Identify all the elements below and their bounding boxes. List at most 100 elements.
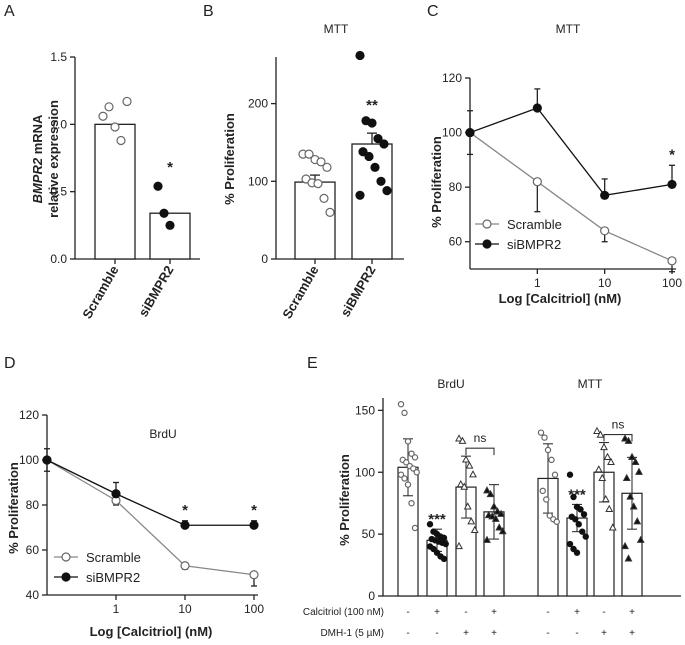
panel-e-point <box>553 518 560 525</box>
panel-label-a: A <box>4 3 15 20</box>
panel-b-significance: ** <box>366 97 378 114</box>
panel-label-b: B <box>203 3 214 20</box>
panel-e-point <box>410 465 417 472</box>
panel-e-point <box>408 499 415 507</box>
panel-c-legend-label: Scramble <box>507 217 562 232</box>
panel-c-series-line <box>469 132 673 262</box>
panel-e-dmh1-label: DMH-1 (5 µM) <box>320 628 384 639</box>
panel-d-legend-label: Scramble <box>86 550 141 565</box>
panel-e-ytick-label: 100 <box>355 465 375 479</box>
panel-e-dmh1-sign: - <box>575 628 578 639</box>
panel-a-point <box>110 122 120 132</box>
panel-b-bar <box>294 181 336 260</box>
panel-d-significance: * <box>182 502 188 519</box>
panel-e-point <box>408 450 415 457</box>
panel-e-point <box>463 502 472 510</box>
panel-e-point <box>608 523 617 531</box>
panel-b-ytick-label: 200 <box>248 97 268 111</box>
panel-e-point <box>635 467 643 475</box>
panel-a-significance: * <box>167 159 173 176</box>
panel-e-point <box>537 429 545 436</box>
panel-e-ns-label: ns <box>474 431 487 445</box>
panel-e-dmh1-sign: - <box>406 628 409 639</box>
panel-e-point <box>456 479 465 488</box>
panel-a-point <box>159 208 169 218</box>
panel-d-point <box>180 520 190 530</box>
panel-e-point <box>551 471 559 478</box>
panel-c-legend-marker <box>482 219 492 229</box>
panel-e-point <box>401 475 408 482</box>
panel-c-point <box>465 127 475 138</box>
panel-c-ytick-label: 80 <box>449 180 463 194</box>
panel-b-point <box>364 151 374 162</box>
panel-e-point <box>626 492 635 500</box>
panel-e-point <box>593 426 601 435</box>
panel-e-point <box>594 465 603 473</box>
panel-c-significance: * <box>669 146 675 163</box>
panel-e-point <box>433 549 441 556</box>
panel-e-calcitriol-sign: + <box>434 607 440 618</box>
panel-d-significance: * <box>251 502 257 519</box>
panel-c-point <box>532 177 542 187</box>
panel-b-point <box>382 186 392 196</box>
panel-b-point <box>367 118 377 128</box>
panel-e-ytick-label: 0 <box>368 589 375 603</box>
panel-e-calcitriol-sign: + <box>629 607 635 618</box>
panel-e-point <box>624 436 633 444</box>
panel-d-ytick-label: 40 <box>26 588 40 602</box>
panel-e-point <box>430 545 437 553</box>
panel-e-point <box>404 438 412 445</box>
panel-e-dmh1-sign: + <box>463 628 469 639</box>
panel-d-ytick-label: 120 <box>19 408 39 422</box>
panel-e-dmh1-sign: + <box>491 628 497 639</box>
panel-e-point <box>573 549 581 556</box>
panel-b-point <box>304 149 314 159</box>
panel-e-point <box>469 470 477 478</box>
panel-e-point <box>539 487 546 495</box>
panel-e-point <box>397 400 405 408</box>
panel-e-point <box>605 504 614 512</box>
panel-d-ylabel: % Proliferation <box>6 462 21 554</box>
panel-e-chart: % Proliferation Calcitriol (100 nM) DMH-… <box>303 377 681 639</box>
panel-a-point <box>165 220 175 230</box>
panel-e-ytick-label: 150 <box>355 403 375 417</box>
panel-c-ytick-label: 100 <box>442 126 462 140</box>
panel-b-point <box>316 157 326 167</box>
panel-e-point <box>442 540 449 548</box>
panel-e-point <box>397 471 405 478</box>
panel-c-legend-label: siBMPR2 <box>507 237 561 252</box>
panel-a-ytick-label: 0.5 <box>50 185 67 199</box>
panel-d-point <box>249 520 259 530</box>
panel-b-point <box>358 147 368 157</box>
panel-a-category-label: siBMPR2 <box>135 263 176 319</box>
panel-e-ns-label: ns <box>612 418 625 432</box>
panel-a-ytick-label: 0.0 <box>50 252 67 266</box>
panel-c-point <box>600 226 610 236</box>
panel-a-ylabel: BMPR2 mRNA <box>30 114 45 203</box>
panel-b-point <box>325 207 335 217</box>
panel-d-xlabel: Log [Calcitriol] (nM) <box>90 624 213 639</box>
panel-e-calcitriol-sign: - <box>406 607 409 618</box>
panel-d-legend-marker <box>61 572 71 582</box>
panel-e-point <box>440 555 448 563</box>
panel-b-ylabel: % Proliferation <box>222 113 237 205</box>
panel-e-point <box>598 473 607 482</box>
panel-e-ytick-label: 50 <box>362 527 376 541</box>
panel-a-ylabel-gene: BMPR2 <box>30 157 45 203</box>
panel-e-point <box>548 456 555 464</box>
panel-e-point <box>628 452 636 460</box>
panel-e-point <box>566 540 574 548</box>
panel-a-point <box>104 102 114 112</box>
panel-c-ytick-label: 60 <box>449 235 463 249</box>
panel-e-point <box>577 506 584 513</box>
panel-c-xtick-label: 100 <box>662 276 682 290</box>
panel-e-calcitriol-sign: - <box>546 607 549 618</box>
panel-d-chart: BrdU % Proliferation Log [Calcitriol] (n… <box>6 408 264 639</box>
panel-e-dmh1-sign: - <box>435 628 438 639</box>
panel-b-ytick-label: 100 <box>248 174 268 188</box>
panel-c-ytick-label: 120 <box>442 71 462 85</box>
panel-e-point <box>566 471 574 478</box>
panel-e-point <box>488 512 497 520</box>
panel-e-point <box>633 517 642 525</box>
